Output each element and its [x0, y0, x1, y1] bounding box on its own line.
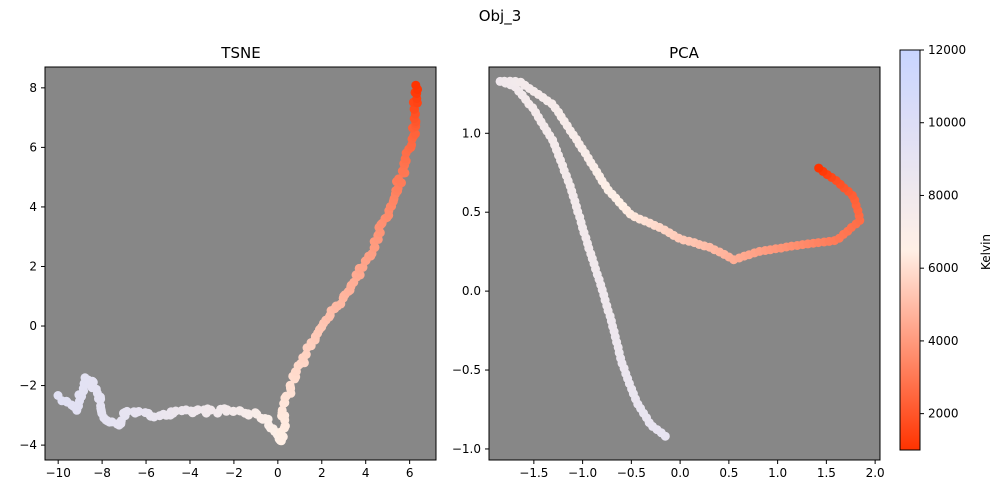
tsne-point [122, 406, 132, 416]
tsne-x-tick-label: −10 [46, 466, 71, 480]
pca-x-tick-label: 0.5 [719, 466, 738, 480]
tsne-x-tick-label: 0 [274, 466, 282, 480]
colorbar-tick-label: 4000 [928, 334, 959, 348]
pca-title: PCA [669, 44, 700, 62]
figure-title: Obj_3 [479, 7, 522, 26]
pca-y-tick-label: 0.5 [462, 205, 481, 219]
colorbar-tick-label: 10000 [928, 116, 966, 130]
colorbar-label: Kelvin [979, 234, 993, 270]
tsne-y-tick-label: 4 [29, 200, 37, 214]
tsne-x-tick-label: 6 [406, 466, 414, 480]
tsne-x-tick-label: −4 [181, 466, 199, 480]
pca-point [814, 163, 824, 173]
pca-x-tick-label: 2.0 [866, 466, 885, 480]
tsne-axes: TSNE −10 −8 −6 −4 −2 0 2 4 6 −4 −2 0 2 4 6 8 [19, 44, 437, 480]
colorbar-tick-label: 12000 [928, 43, 966, 57]
colorbar-tick-label: 2000 [928, 407, 959, 421]
tsne-point [301, 350, 311, 359]
tsne-x-tick-label: 4 [362, 466, 370, 480]
tsne-y-tick-label: −4 [19, 438, 37, 452]
tsne-x-tick-label: −2 [225, 466, 243, 480]
pca-x-tick-label: 1.5 [817, 466, 836, 480]
pca-x-tick-label: −1.5 [519, 466, 548, 480]
tsne-y-tick-label: −2 [19, 379, 37, 393]
tsne-y-tick-label: 0 [29, 319, 37, 333]
tsne-axes-frame [44, 66, 437, 461]
pca-plot-area [489, 67, 880, 460]
pca-axes: PCA −1.5 −1.0 −0.5 0.0 0.5 1.0 1.5 2.0 −1.0 −0.5 0… [452, 44, 885, 480]
tsne-point [285, 380, 295, 390]
tsne-x-tick-label: −6 [137, 466, 155, 480]
colorbar: Kelvin 2000 4000 6000 8000 10000 12000 [899, 43, 993, 451]
colorbar-gradient [899, 49, 921, 451]
tsne-x-tick-label: 2 [318, 466, 326, 480]
colorbar-tick-label: 6000 [928, 261, 959, 275]
pca-y-tick-label: −1.0 [452, 442, 481, 456]
tsne-point [277, 405, 287, 415]
tsne-x-tick-label: −8 [93, 466, 111, 480]
pca-x-tick-label: 1.0 [768, 466, 787, 480]
pca-y-tick-label: 1.0 [462, 126, 481, 140]
pca-y-tick-label: 0.0 [462, 284, 481, 298]
colorbar-tick-label: 8000 [928, 188, 959, 202]
pca-axes-frame [488, 66, 881, 461]
tsne-point [96, 394, 106, 404]
tsne-y-tick-label: 6 [29, 140, 37, 154]
tsne-title: TSNE [220, 44, 260, 62]
tsne-plot-area [45, 67, 436, 460]
tsne-y-tick-label: 2 [29, 259, 37, 273]
pca-x-tick-label: −0.5 [617, 466, 646, 480]
tsne-point [411, 80, 421, 90]
tsne-y-tick-label: 8 [29, 81, 37, 95]
pca-x-tick-label: 0.0 [671, 466, 690, 480]
pca-x-tick-label: −1.0 [568, 466, 597, 480]
pca-y-tick-label: −0.5 [452, 363, 481, 377]
tsne-point [394, 174, 403, 184]
tsne-point [206, 405, 216, 415]
